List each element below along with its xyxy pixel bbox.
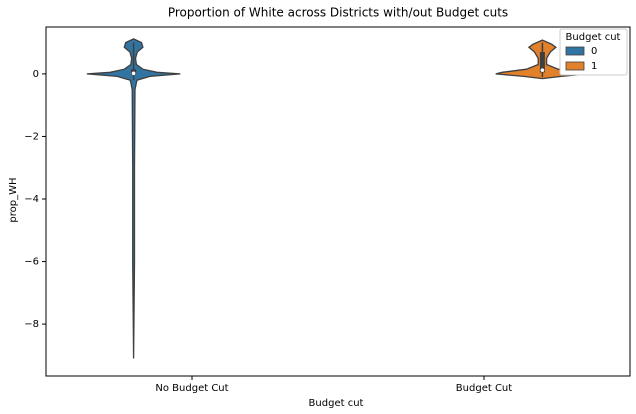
box: [539, 52, 545, 73]
legend-swatch: [565, 61, 585, 71]
x-axis-label: Budget cut: [309, 398, 364, 409]
x-tick-label: Budget Cut: [456, 383, 512, 394]
plot-frame: [45, 26, 631, 377]
legend-label: 1: [591, 61, 597, 72]
y-tick-label: −4: [24, 194, 39, 205]
y-tick-label: 0: [33, 69, 39, 80]
legend-swatch: [565, 46, 585, 56]
legend-label: 0: [591, 46, 597, 57]
chart-title: Proportion of White across Districts wit…: [168, 6, 508, 20]
median: [131, 71, 136, 76]
violin: [86, 38, 181, 359]
y-tick-label: −2: [24, 131, 39, 142]
median: [540, 68, 545, 72]
x-tick-label: No Budget Cut: [155, 383, 228, 394]
y-tick-label: −6: [24, 257, 39, 268]
legend-title: Budget cut: [566, 32, 621, 43]
y-tick-label: −8: [24, 319, 39, 330]
y-axis-label: prop_WH: [8, 177, 19, 222]
legend: Budget cut 0 1: [559, 28, 628, 76]
